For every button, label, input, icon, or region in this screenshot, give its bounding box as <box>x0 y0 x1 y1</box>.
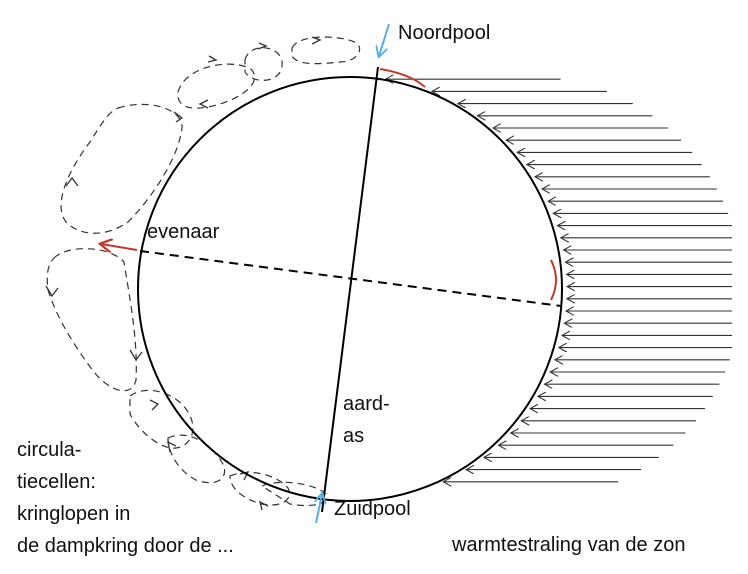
red-arc-north <box>379 68 426 88</box>
circulation-cells-label-line1: circula- <box>17 439 82 461</box>
circulation-cell <box>46 248 137 392</box>
sun-radiation-label: warmtestraling van de zon <box>452 534 686 556</box>
north-pole-arrow <box>379 23 390 56</box>
circulation-cells <box>46 36 361 507</box>
circulation-cell <box>129 389 194 449</box>
sun-radiation-arrows <box>387 79 732 482</box>
south-pole-label: Zuidpool <box>334 498 411 520</box>
equator-line <box>139 250 562 307</box>
circulation-cells-label-line3: kringlopen in <box>17 503 131 525</box>
axis-label-line1: aard- <box>343 393 390 415</box>
equator-label: evenaar <box>147 221 220 243</box>
circulation-cell <box>167 434 226 484</box>
red-arc-equator <box>550 259 557 301</box>
north-pole-label: Noordpool <box>398 22 491 44</box>
circulation-cells-label-line2: tiecellen: <box>17 471 96 493</box>
red-arrow-equator <box>101 244 138 250</box>
circulation-cell <box>291 36 361 65</box>
circulation-cell <box>229 471 290 506</box>
circulation-cell <box>177 63 255 109</box>
earth-axis <box>321 66 379 513</box>
circulation-cell <box>60 103 183 234</box>
circulation-cell <box>244 47 283 81</box>
south-pole-arrow <box>316 494 322 524</box>
circulation-cells-label-line4: de dampkring door de ... <box>17 535 234 557</box>
axis-label-line2: as <box>343 425 365 447</box>
earth-circle <box>137 76 563 502</box>
circulation-arrowheads <box>45 36 322 511</box>
